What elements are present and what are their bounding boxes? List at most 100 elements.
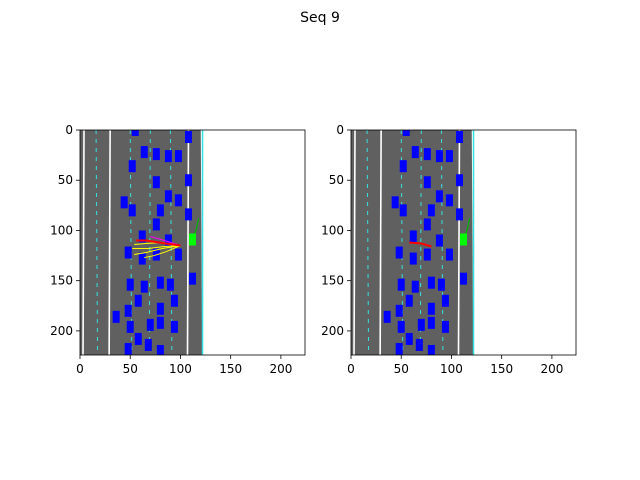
lane-line (95, 130, 99, 355)
vehicle (156, 344, 164, 355)
vehicle (128, 160, 136, 173)
vehicle (144, 338, 152, 351)
lane-line (440, 130, 444, 355)
vehicle (138, 252, 146, 265)
lane-line (108, 130, 111, 355)
vehicle (455, 208, 463, 221)
vehicle (423, 148, 431, 161)
vehicle (146, 318, 154, 331)
vehicle (170, 294, 178, 307)
x-tick-label: 150 (490, 362, 513, 376)
vehicle (445, 150, 453, 163)
vehicle (455, 131, 463, 144)
vehicle (120, 196, 128, 209)
vehicle (164, 190, 172, 203)
lane-line (169, 130, 173, 355)
vehicle (138, 230, 146, 243)
x-tick-label: 0 (347, 362, 355, 376)
lane-line (457, 130, 461, 355)
vehicle (124, 342, 132, 355)
y-tick-label: 150 (321, 274, 344, 288)
vehicle (435, 150, 443, 163)
right-panel: 0 50 100 150 200 0 50 100 150 200 (321, 123, 577, 376)
vehicle (427, 316, 435, 329)
vehicle (445, 248, 453, 261)
vehicle (415, 338, 423, 351)
lane-line (419, 130, 422, 355)
x-tick-label: 200 (269, 362, 292, 376)
vehicle (174, 194, 182, 207)
vehicle (128, 204, 136, 217)
left-panel: 0 50 100 150 200 0 50 100 150 200 (50, 123, 306, 376)
vehicle (397, 278, 405, 291)
prediction-trajectory (144, 245, 181, 259)
vehicle (131, 130, 139, 136)
ego-vehicle (189, 233, 196, 246)
y-tick-label: 0 (65, 123, 73, 137)
vehicle (460, 272, 467, 285)
lane-line (353, 130, 356, 355)
x-tick-label: 50 (123, 362, 138, 376)
vehicle (134, 332, 142, 345)
vehicle (184, 174, 192, 187)
vehicle (435, 190, 443, 203)
vehicle (140, 280, 148, 293)
lane-line (366, 130, 370, 355)
vehicle (126, 278, 134, 291)
vehicle (397, 320, 405, 333)
lane-line (148, 130, 151, 355)
vehicle (126, 320, 134, 333)
vehicle (399, 204, 407, 217)
vehicle (395, 246, 403, 259)
ground-truth-trajectory (409, 241, 432, 248)
vehicle (411, 146, 419, 159)
vehicle (427, 344, 435, 355)
x-tick-label: 0 (76, 362, 84, 376)
x-tick-label: 150 (219, 362, 242, 376)
vehicle (423, 218, 431, 231)
y-tick-label: 150 (50, 274, 73, 288)
prediction-trajectory (132, 245, 181, 250)
vehicle (399, 160, 407, 173)
vehicle (427, 302, 435, 315)
lane-line (379, 130, 382, 355)
vehicle (437, 278, 445, 291)
vehicle (152, 218, 160, 231)
x-tick-label: 100 (440, 362, 463, 376)
vehicle (402, 130, 410, 136)
vehicle (395, 342, 403, 355)
vehicle (156, 302, 164, 315)
vehicle (427, 276, 435, 289)
vehicle (405, 332, 413, 345)
vehicle (112, 310, 120, 323)
vehicle (156, 276, 164, 289)
vehicle (455, 174, 463, 187)
vehicle (184, 208, 192, 221)
vehicle (391, 196, 399, 209)
y-tick-label: 100 (321, 223, 344, 237)
y-tick-label: 50 (329, 173, 344, 187)
vehicle (445, 194, 453, 207)
y-tick-label: 200 (321, 324, 344, 338)
y-tick-label: 0 (336, 123, 344, 137)
vehicle (156, 316, 164, 329)
vehicle (423, 176, 431, 189)
vehicle (441, 294, 449, 307)
vehicle (166, 278, 174, 291)
axes-frame (350, 129, 577, 356)
vehicle (395, 304, 403, 317)
vehicle (189, 272, 196, 285)
vehicle (383, 310, 391, 323)
vehicle (152, 148, 160, 161)
road-surface (80, 130, 203, 355)
vehicle (134, 294, 142, 307)
y-tick-label: 50 (58, 173, 73, 187)
y-tick-label: 100 (50, 223, 73, 237)
vehicle (409, 252, 417, 265)
x-tick-label: 100 (169, 362, 192, 376)
y-tick-label: 200 (50, 324, 73, 338)
lane-line (82, 130, 85, 355)
vehicle (441, 320, 449, 333)
vehicle (174, 248, 182, 261)
